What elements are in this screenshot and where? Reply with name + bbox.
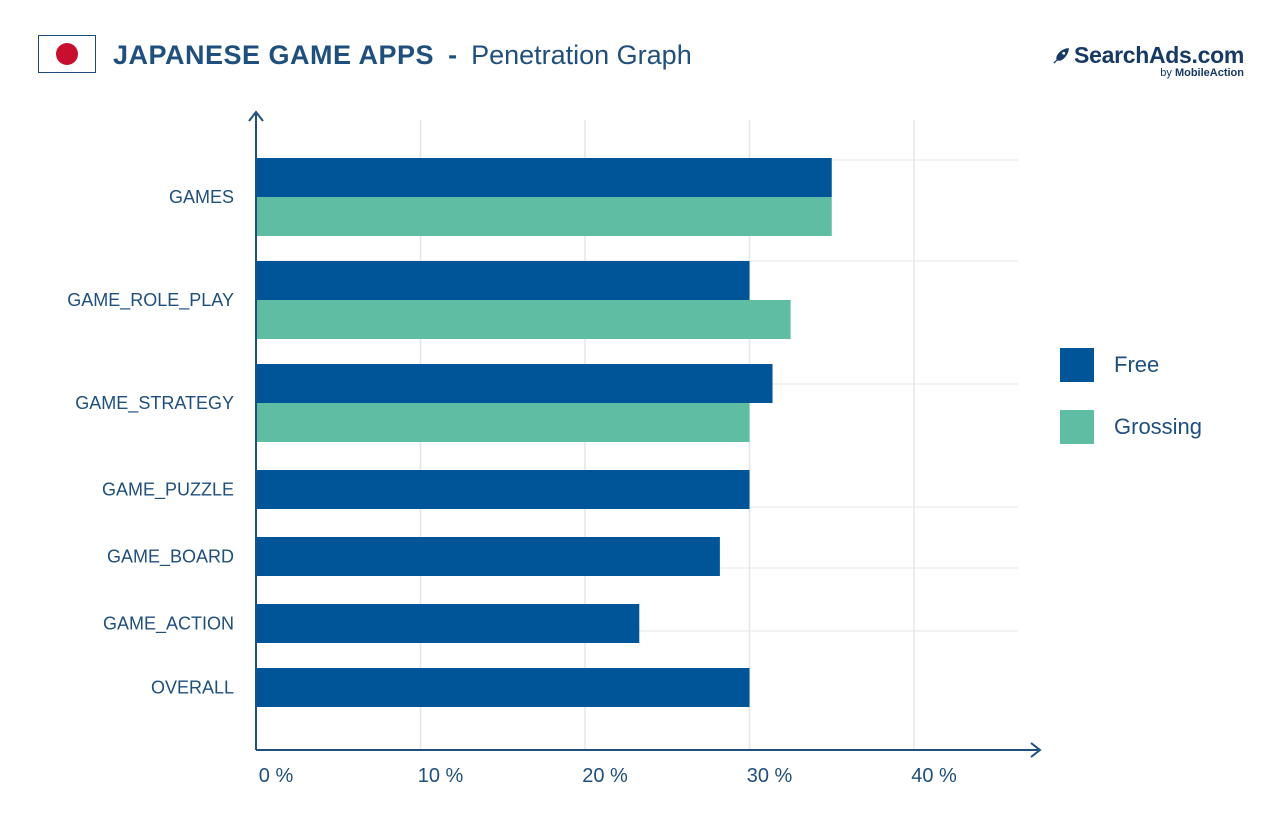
bar-free-games (256, 158, 832, 197)
bar-grossing-game-role-play (256, 300, 791, 339)
title-main: JAPANESE GAME APPS (113, 39, 435, 70)
legend-swatch-grossing (1060, 410, 1094, 444)
brand-by-company: MobileAction (1174, 67, 1244, 79)
brand-by-prefix: by (1160, 67, 1172, 79)
bar-free-game-puzzle (256, 470, 750, 509)
chart-legend: Free Grossing (1060, 347, 1202, 471)
legend-swatch-free (1060, 348, 1094, 382)
bar-grossing-games (256, 197, 832, 236)
brand-name: SearchAds.com (1074, 42, 1244, 68)
category-label-game-board: GAME_BOARD (107, 547, 234, 568)
title-sub: Penetration Graph (471, 39, 692, 70)
legend-label-grossing: Grossing (1114, 414, 1203, 439)
rocket-icon (1053, 47, 1069, 64)
page-title: JAPANESE GAME APPS - Penetration Graph (113, 36, 692, 74)
x-tick-label-0: 0 % (259, 765, 294, 787)
legend-label-free: Free (1114, 352, 1160, 377)
category-label-game-strategy: GAME_STRATEGY (75, 393, 234, 414)
x-tick-label-10: 10 % (418, 765, 464, 787)
legend-item-free: Free (1060, 347, 1202, 383)
legend-item-grossing: Grossing (1060, 409, 1202, 445)
category-label-game-action: GAME_ACTION (103, 614, 234, 635)
bar-free-game-board (256, 537, 720, 576)
bar-free-game-role-play (256, 261, 750, 300)
x-tick-label-30: 30 % (747, 765, 793, 787)
category-label-games: GAMES (169, 187, 234, 207)
category-label-game-role-play: GAME_ROLE_PLAY (67, 290, 234, 311)
brand-byline: by MobileAction (1052, 67, 1244, 79)
x-axis-arrow-icon (1030, 742, 1042, 758)
flag-red-disc (56, 43, 78, 65)
y-axis-arrow-icon (248, 110, 264, 122)
brand-logo: SearchAds.com by MobileAction (1052, 42, 1244, 79)
bar-free-overall (256, 668, 750, 707)
x-tick-label-40: 40 % (911, 765, 957, 787)
category-label-game-puzzle: GAME_PUZZLE (102, 480, 234, 501)
bar-free-game-strategy (256, 364, 773, 403)
title-dash: - (448, 39, 458, 70)
bar-free-game-action (256, 604, 640, 643)
bar-grossing-game-strategy (256, 403, 750, 442)
x-tick-label-20: 20 % (582, 765, 628, 787)
japan-flag-icon (38, 35, 96, 73)
category-label-overall: OVERALL (151, 678, 234, 698)
